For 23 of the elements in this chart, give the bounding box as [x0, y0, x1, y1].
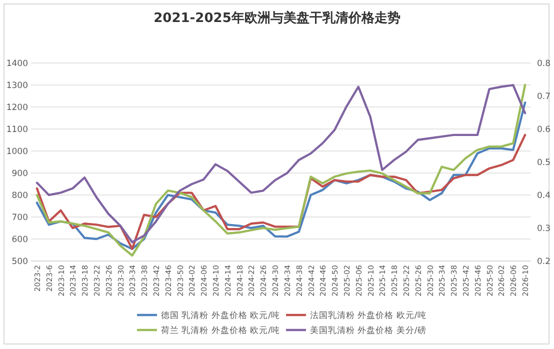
- y2-tick-label: 0.3: [537, 224, 551, 234]
- y-tick-label: 500: [12, 257, 28, 267]
- y-tick-label: 700: [12, 213, 28, 223]
- y-tick-label: 1000: [6, 147, 28, 157]
- chart-title: 2021-2025年欧洲与美盘干乳清价格走势: [154, 10, 400, 26]
- y2-tick-label: 0.6: [537, 125, 551, 135]
- y-tick-label: 1400: [6, 59, 28, 69]
- y-tick-label: 600: [12, 235, 28, 245]
- line-series: [36, 134, 526, 250]
- y2-tick-label: 0.5: [537, 158, 551, 168]
- legend-label: 法国乳清粉 外盘价格 欧元/吨: [310, 310, 426, 321]
- y2-tick-label: 0.7: [537, 92, 551, 102]
- y-tick-label: 900: [12, 169, 28, 179]
- y2-tick-label: 0.4: [537, 191, 551, 201]
- y-tick-label: 1200: [6, 103, 28, 113]
- legend-label: 荷兰 乳清粉 外盘价格 欧元/吨: [161, 325, 280, 336]
- y-tick-label: 1100: [6, 125, 28, 135]
- y2-tick-label: 0.2: [537, 257, 551, 267]
- y2-tick-label: 0.8: [537, 59, 551, 69]
- y-tick-label: 800: [12, 191, 28, 201]
- legend-label: 德国 乳清粉 外盘价格 欧元/吨: [161, 310, 280, 321]
- legend-label: 美国乳清粉 外盘价格 美分/磅: [310, 325, 426, 336]
- y-tick-label: 1300: [6, 81, 28, 91]
